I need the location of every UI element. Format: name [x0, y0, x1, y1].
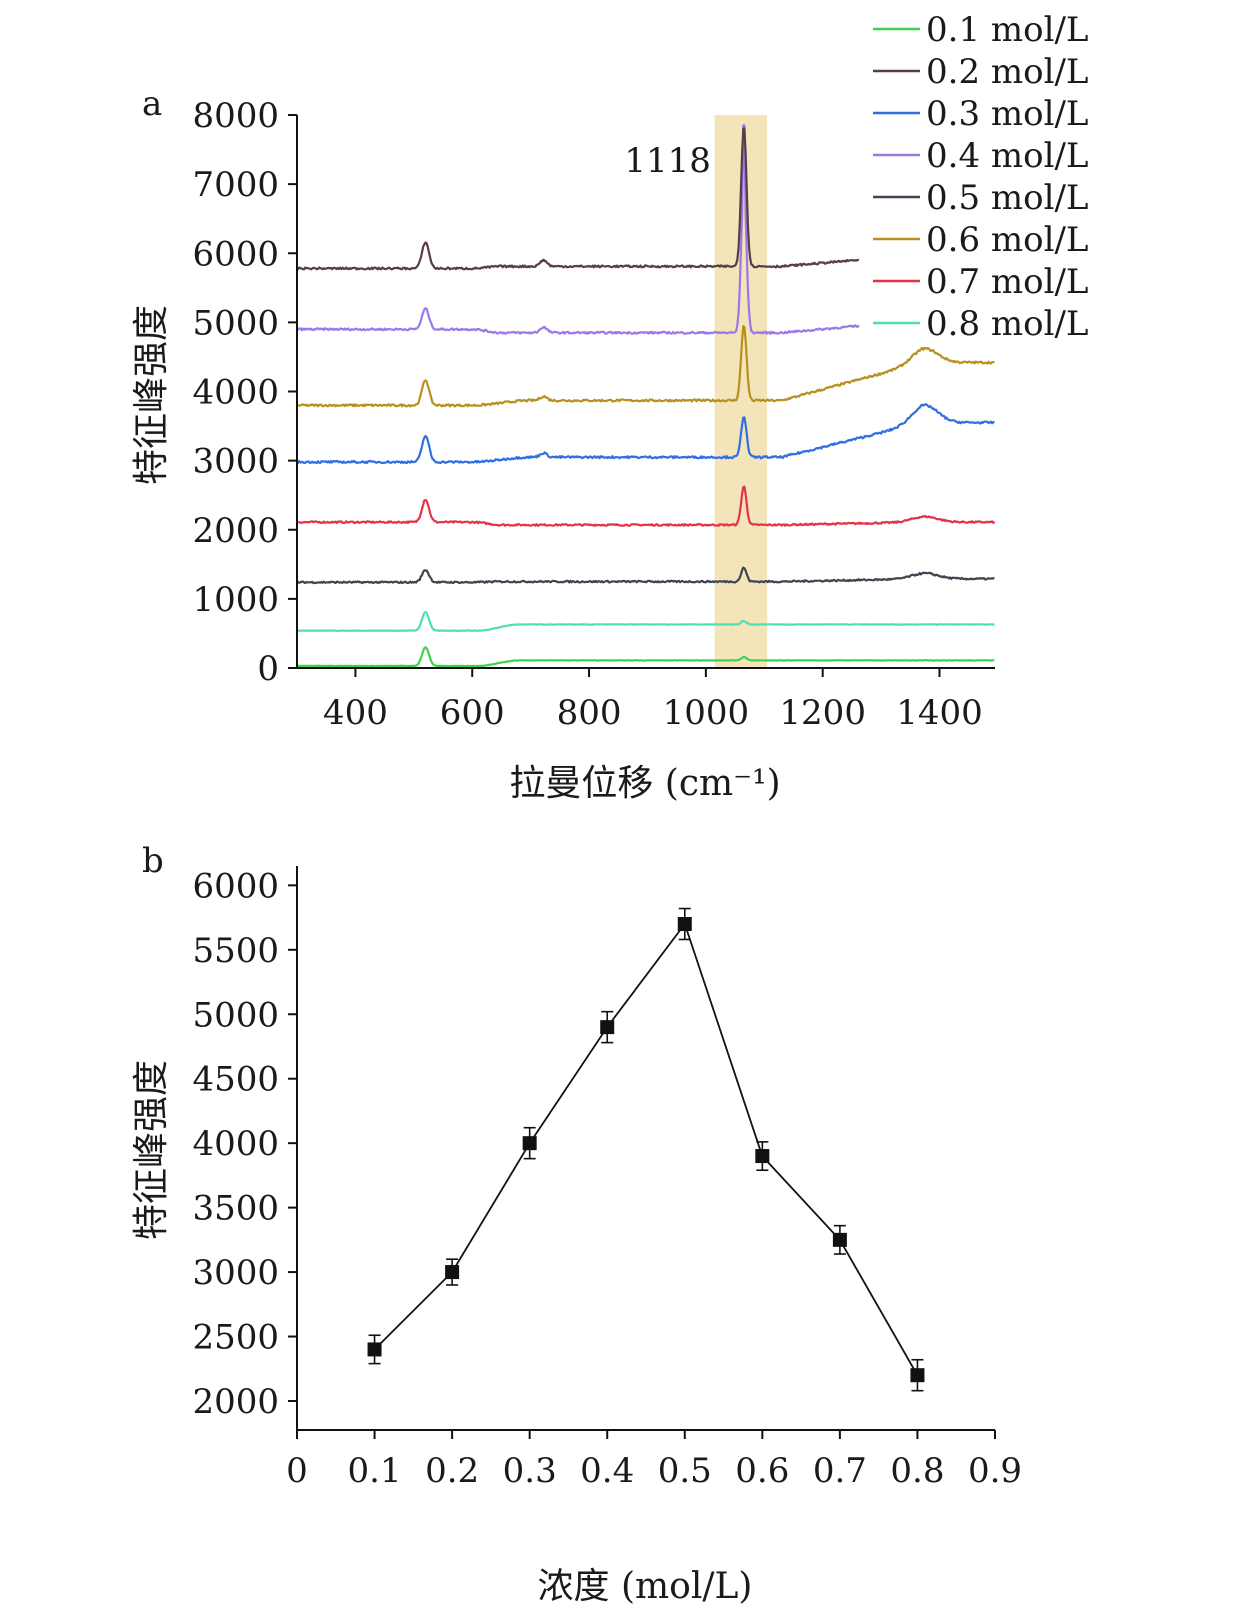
y-tick-label: 5000 [192, 995, 279, 1035]
y-tick-label: 2000 [192, 511, 279, 551]
x-tick-label: 0.3 [503, 1451, 557, 1491]
y-tick-label: 5500 [192, 931, 279, 971]
y-ticks-a: 0 1000 2000 3000 4000 5000 6000 7000 8000 [192, 96, 297, 689]
data-point [832, 1232, 847, 1247]
y-axis-title-a: 特征峰强度 [131, 305, 172, 485]
x-tick-label: 0.2 [425, 1451, 479, 1491]
y-tick-label: 5000 [192, 303, 279, 343]
y-ticks-b: 2000 2500 3000 3500 4000 4500 5000 5500 6000 [192, 866, 297, 1422]
y-tick-label: 1000 [192, 580, 279, 620]
legend-label: 0.1 mol/L [926, 10, 1089, 50]
x-tick-label: 0 [286, 1451, 308, 1491]
x-tick-label: 0.1 [348, 1451, 402, 1491]
x-tick-label: 0.9 [968, 1451, 1022, 1491]
y-tick-label: 3000 [192, 442, 279, 482]
spectrum-line [296, 124, 860, 335]
y-tick-label: 8000 [192, 96, 279, 136]
data-point [755, 1149, 770, 1164]
x-tick-label: 1200 [779, 693, 866, 733]
x-axis-title-a: 拉曼位移 (cm⁻¹) [509, 763, 780, 804]
x-axis-title-b: 浓度 (mol/L) [538, 1566, 753, 1607]
y-tick-label: 6000 [192, 866, 279, 906]
x-tick-label: 1400 [896, 693, 983, 733]
raman-spectra-panel: a 1118 400 600 800 1000 1200 1400 0 1000 2000 30… [131, 10, 1089, 804]
y-axis-title-b: 特征峰强度 [131, 1060, 172, 1240]
x-tick-label: 0.6 [735, 1451, 789, 1491]
x-tick-label: 0.7 [813, 1451, 867, 1491]
x-ticks-a: 400 600 800 1000 1200 1400 [323, 668, 983, 733]
legend-label: 0.8 mol/L [926, 304, 1089, 344]
y-tick-label: 4500 [192, 1060, 279, 1100]
connecting-line [373, 922, 919, 1376]
x-tick-label: 600 [440, 693, 505, 733]
data-point [445, 1265, 460, 1280]
x-ticks-b: 0 0.1 0.2 0.3 0.4 0.5 0.6 0.7 0.8 0.9 [286, 1430, 1022, 1491]
spectrum-line [296, 485, 996, 527]
intensity-vs-concentration-panel: b 0 0.1 0.2 0.3 0.4 0.5 0.6 0.7 0.8 0.9 2000 2500 3… [131, 841, 1022, 1607]
legend-label: 0.7 mol/L [926, 262, 1089, 302]
data-point [600, 1020, 615, 1035]
panel-b-label: b [142, 841, 164, 881]
data-series-b [367, 907, 925, 1392]
x-tick-label: 0.4 [580, 1451, 634, 1491]
x-tick-label: 1000 [663, 693, 750, 733]
data-point [677, 917, 692, 932]
y-tick-label: 7000 [192, 165, 279, 205]
x-tick-label: 0.5 [658, 1451, 712, 1491]
spectrum-line [296, 610, 995, 632]
axes-b [296, 866, 995, 1431]
y-tick-label: 2500 [192, 1318, 279, 1358]
y-tick-label: 2000 [192, 1382, 279, 1422]
x-tick-label: 800 [557, 693, 622, 733]
data-point [522, 1136, 537, 1151]
legend-label: 0.4 mol/L [926, 136, 1089, 176]
y-tick-label: 3500 [192, 1189, 279, 1229]
y-tick-label: 0 [257, 649, 279, 689]
data-point [367, 1342, 382, 1357]
x-tick-label: 0.8 [890, 1451, 944, 1491]
spectrum-line [296, 566, 995, 585]
legend-label: 0.3 mol/L [926, 94, 1089, 134]
legend-label: 0.6 mol/L [926, 220, 1089, 260]
spectrum-line [296, 325, 995, 408]
spectrum-line [296, 127, 860, 271]
legend-label: 0.2 mol/L [926, 52, 1089, 92]
spectrum-line [296, 403, 995, 465]
y-tick-label: 4000 [192, 373, 279, 413]
y-tick-label: 3000 [192, 1253, 279, 1293]
legend-label: 0.5 mol/L [926, 178, 1089, 218]
y-tick-label: 4000 [192, 1124, 279, 1164]
y-tick-label: 6000 [192, 234, 279, 274]
data-point [910, 1368, 925, 1383]
spectra-lines [296, 124, 996, 668]
x-tick-label: 400 [323, 693, 388, 733]
peak-annotation: 1118 [624, 141, 711, 181]
legend: 0.1 mol/L0.2 mol/L0.3 mol/L0.4 mol/L0.5 … [873, 10, 1089, 344]
spectrum-line [296, 646, 995, 668]
panel-a-label: a [142, 84, 162, 124]
